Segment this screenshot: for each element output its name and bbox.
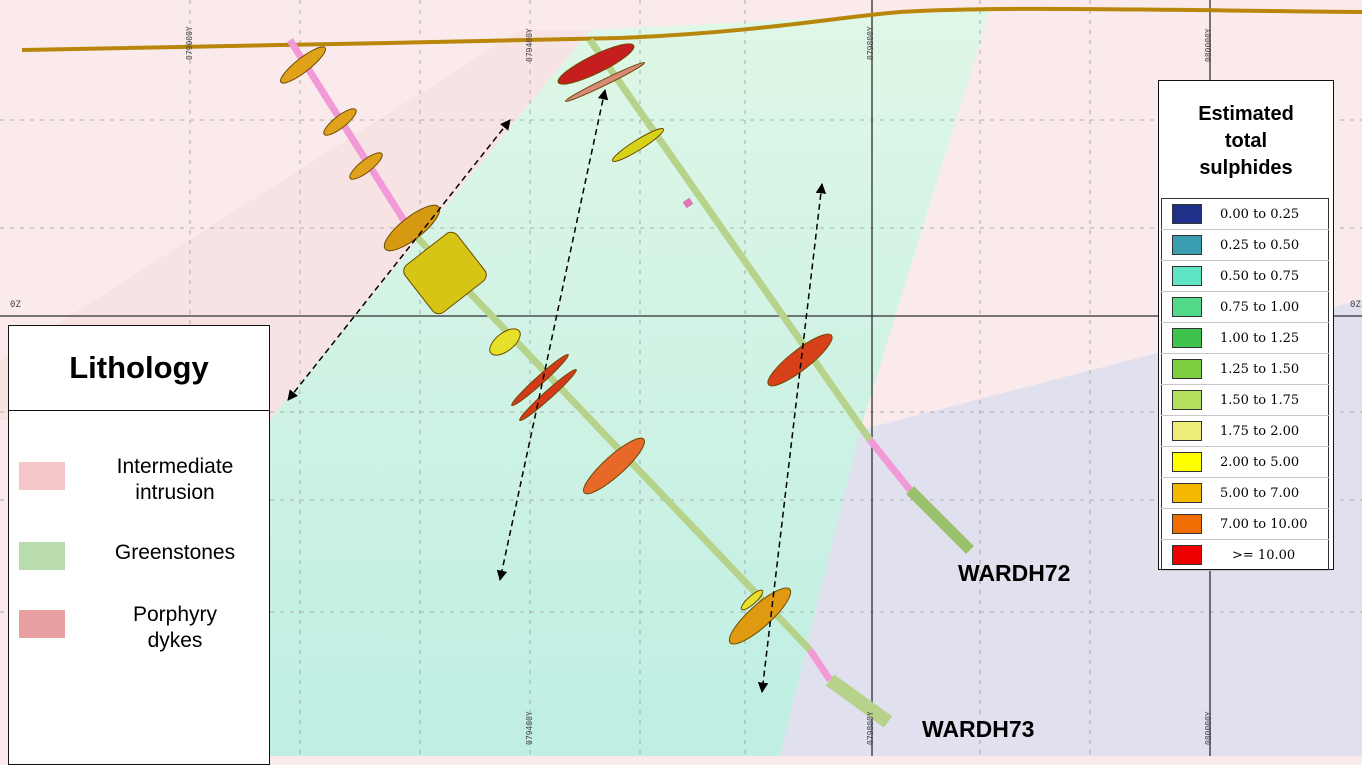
sulphides-legend: Estimated total sulphides 0.00 to 0.25 0… <box>1158 80 1334 571</box>
grid-label-bottom-3: 080000Y <box>1204 711 1213 745</box>
lithology-swatch <box>19 542 65 570</box>
grid-label-top-1: 079000Y <box>185 26 194 60</box>
lithology-swatch <box>19 462 65 490</box>
sulphides-range: 2.00 to 5.00 <box>1214 446 1329 478</box>
sulphides-swatch <box>1172 390 1202 410</box>
sulphides-row: 1.00 to 1.25 <box>1161 322 1329 354</box>
sulphides-swatch <box>1172 266 1202 286</box>
sulphides-swatch <box>1172 483 1202 503</box>
sulphides-swatch <box>1172 452 1202 472</box>
sulphides-range: 0.00 to 0.25 <box>1214 198 1329 230</box>
drillhole-label-wardh72[interactable]: WARDH72 <box>958 560 1071 586</box>
sulphides-row: >= 10.00 <box>1161 539 1329 571</box>
sulphides-swatch <box>1172 545 1202 565</box>
lithology-item-intermediate-intrusion: Intermediate intrusion <box>19 454 264 514</box>
grid-label-top-3: 079800Y <box>866 26 875 60</box>
sulphides-range: 0.50 to 0.75 <box>1214 260 1329 292</box>
sulphides-row: 7.00 to 10.00 <box>1161 508 1329 540</box>
drillhole-label-wardh73[interactable]: WARDH73 <box>922 716 1035 742</box>
lithology-item-label: Porphyry dykes <box>132 603 218 652</box>
sulphides-row: 0.25 to 0.50 <box>1161 229 1329 261</box>
sulphides-legend-table: 0.00 to 0.25 0.25 to 0.50 0.50 to 0.75 0… <box>1161 198 1329 571</box>
sulphides-row: 0.00 to 0.25 <box>1161 198 1329 230</box>
lithology-item-porphyry-dykes: Porphyry dykes <box>19 602 264 662</box>
sulphides-swatch <box>1172 514 1202 534</box>
sulphides-range: 5.00 to 7.00 <box>1214 477 1329 509</box>
sulphides-range: 1.75 to 2.00 <box>1214 415 1329 447</box>
grid-label-bottom-2: 079800Y <box>866 711 875 745</box>
lithology-item-greenstones: Greenstones <box>19 536 264 596</box>
grid-label-bottom-1: 079400Y <box>525 711 534 745</box>
sulphides-row: 1.50 to 1.75 <box>1161 384 1329 416</box>
grid-label-top-2: 079400Y <box>525 28 534 62</box>
grid-label-left: 0Z <box>10 300 21 310</box>
sulphides-swatch <box>1172 235 1202 255</box>
sulphides-row: 1.25 to 1.50 <box>1161 353 1329 385</box>
topography-line <box>21 6 1362 52</box>
sulphides-row: 5.00 to 7.00 <box>1161 477 1329 509</box>
sulphides-range: 1.25 to 1.50 <box>1214 353 1329 385</box>
lithology-legend-title: Lithology <box>9 326 269 411</box>
sulphides-swatch <box>1172 359 1202 379</box>
sulphides-swatch <box>1172 204 1202 224</box>
sulphides-legend-title: Estimated total sulphides <box>1198 103 1294 179</box>
sulphides-range: >= 10.00 <box>1214 539 1329 571</box>
sulphides-swatch <box>1172 297 1202 317</box>
sulphides-range: 0.25 to 0.50 <box>1214 229 1329 261</box>
sulphides-swatch <box>1172 421 1202 441</box>
lithology-item-label: Greenstones <box>114 541 236 564</box>
direction-arrows <box>287 88 827 694</box>
sulphides-range: 0.75 to 1.00 <box>1214 291 1329 323</box>
lithology-item-label: Intermediate intrusion <box>116 455 234 504</box>
sulphides-row: 1.75 to 2.00 <box>1161 415 1329 447</box>
sulphides-range: 1.00 to 1.25 <box>1214 322 1329 354</box>
sulphides-range: 7.00 to 10.00 <box>1214 508 1329 540</box>
lithology-swatch <box>19 610 65 638</box>
sulphides-row: 0.50 to 0.75 <box>1161 260 1329 292</box>
grid-label-top-4: 080000Y <box>1204 28 1213 62</box>
grid-label-right: 0Z <box>1350 300 1361 310</box>
sulphides-row: 0.75 to 1.00 <box>1161 291 1329 323</box>
sulphides-row: 2.00 to 5.00 <box>1161 446 1329 478</box>
sulphides-range: 1.50 to 1.75 <box>1214 384 1329 416</box>
sulphides-swatch <box>1172 328 1202 348</box>
lithology-legend: Lithology Intermediate intrusion Greenst… <box>8 325 270 765</box>
